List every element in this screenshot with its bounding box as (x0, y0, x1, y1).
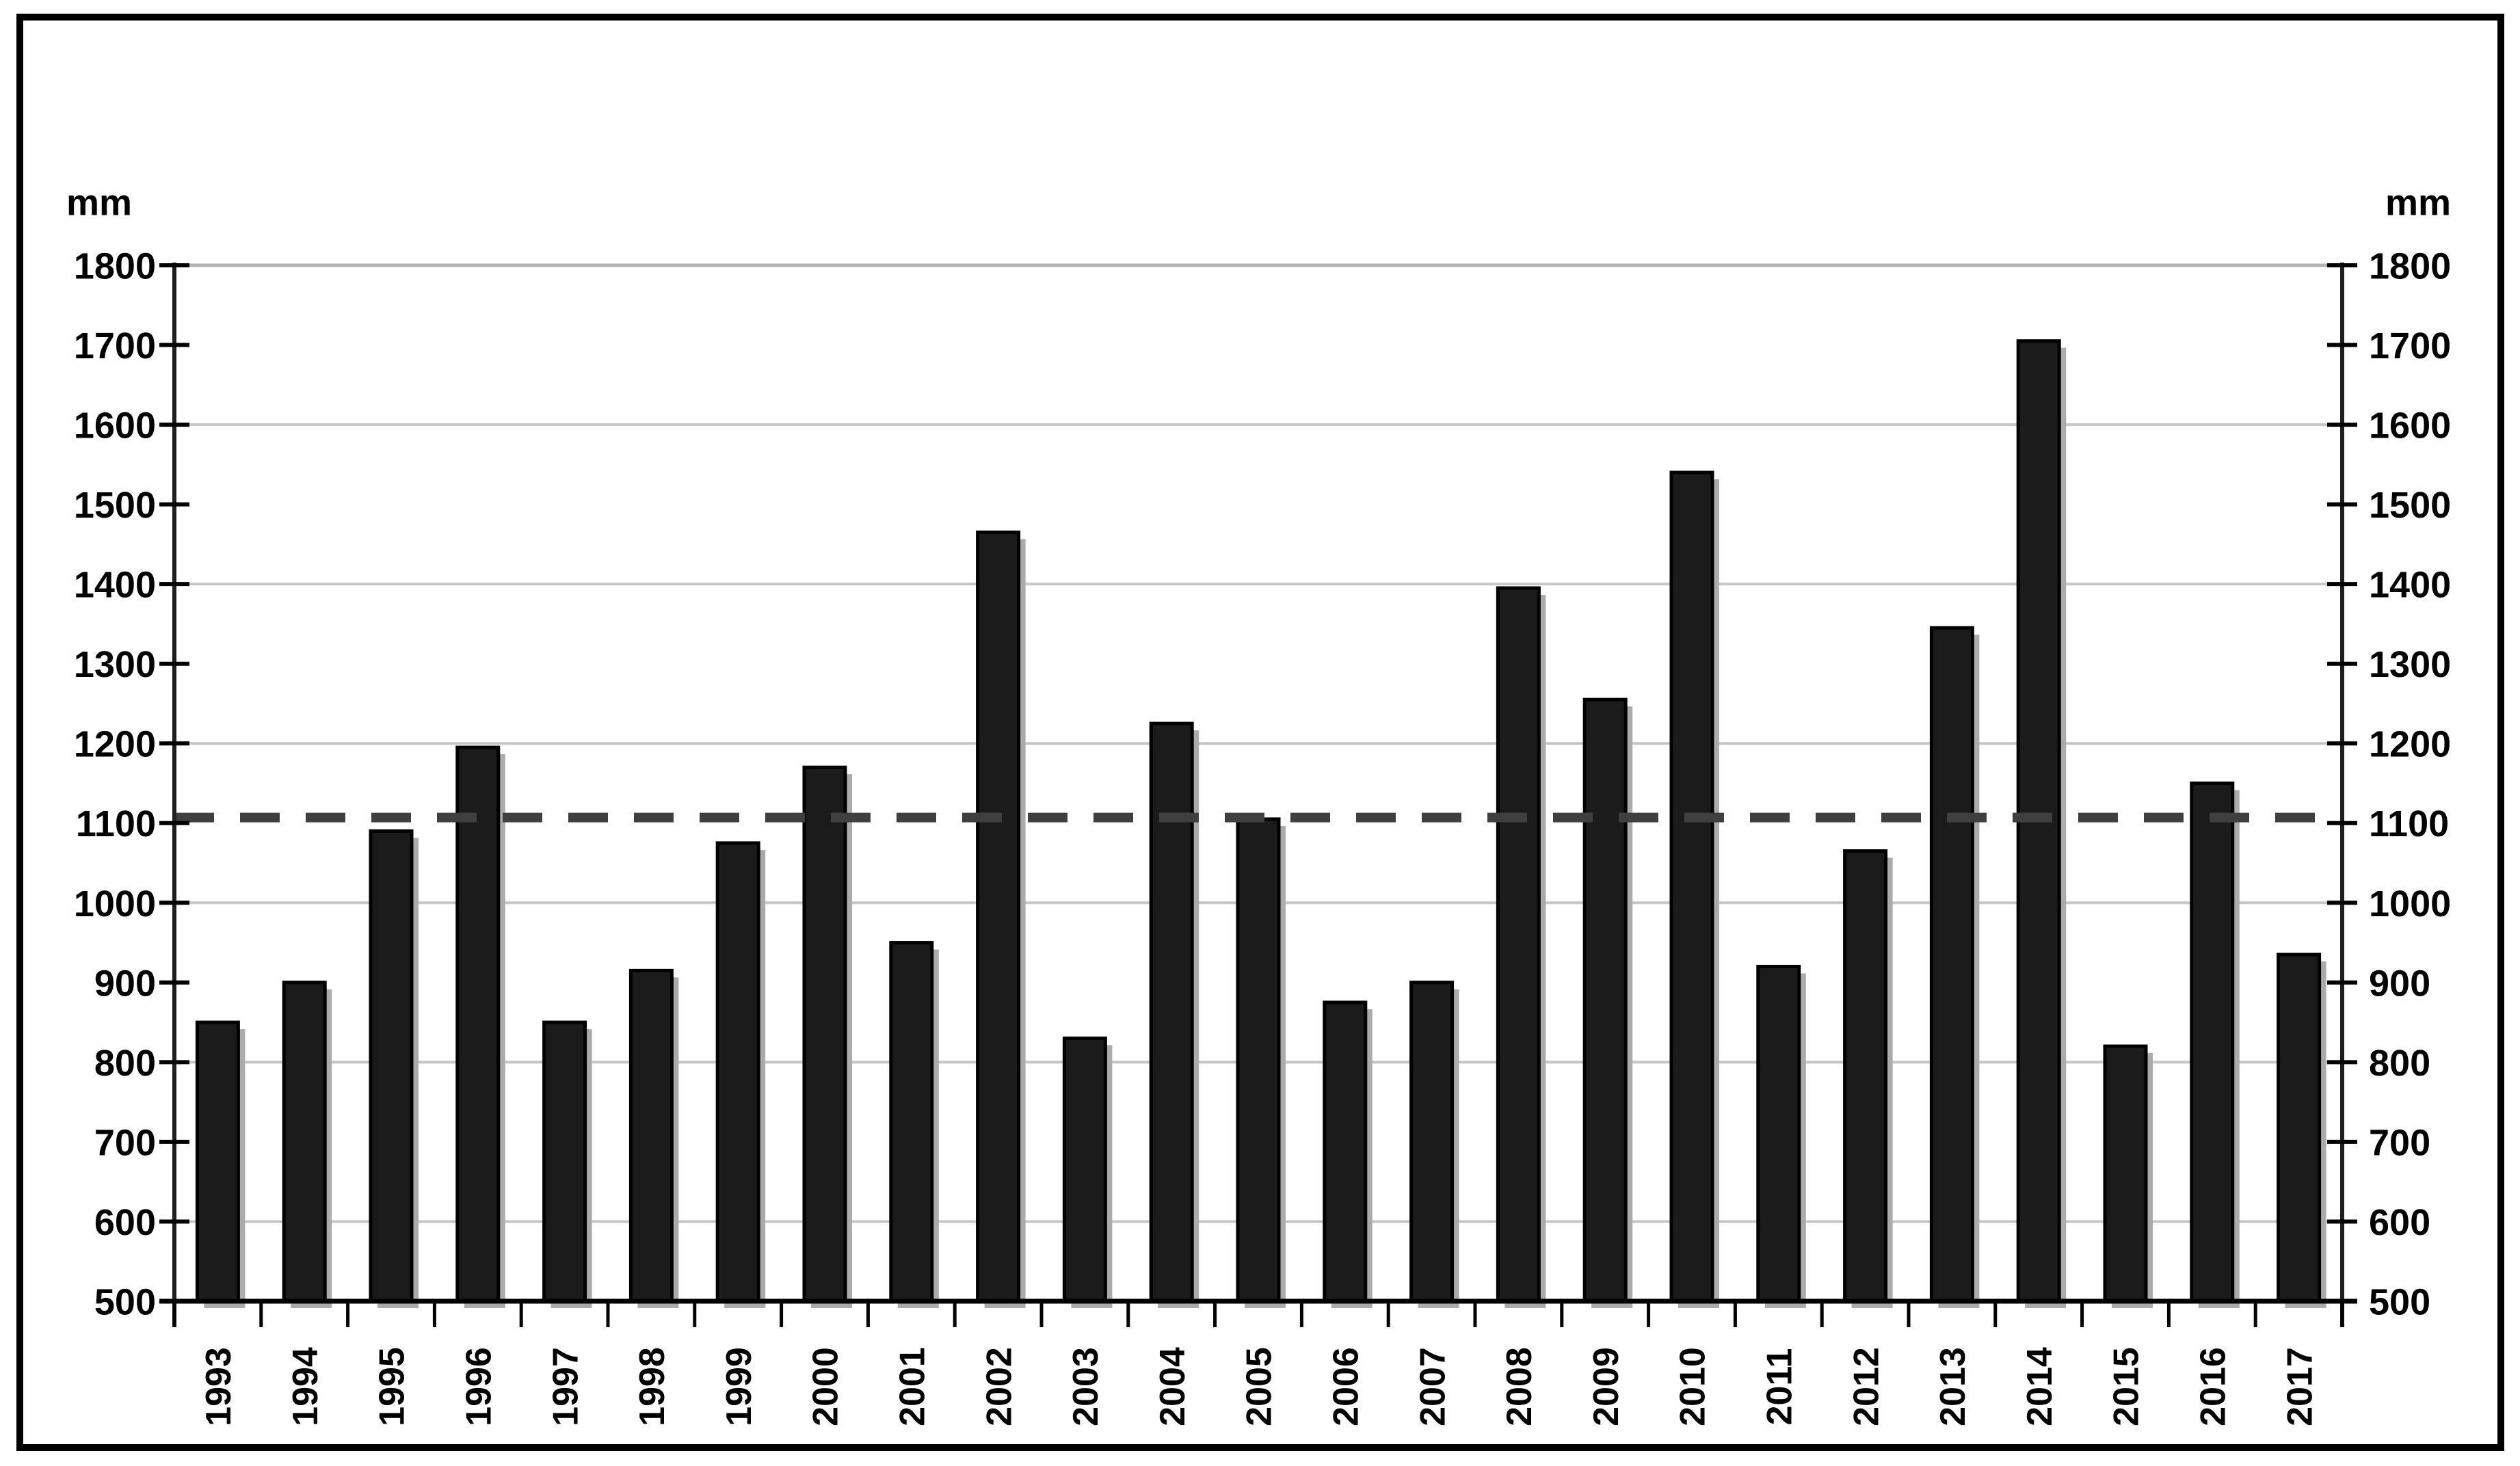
year-label-2007: 2007 (1413, 1347, 1453, 1426)
year-label-2013: 2013 (1933, 1347, 1973, 1426)
y-tick-label-left-600: 600 (94, 1202, 156, 1243)
bar-1998 (628, 968, 674, 1303)
y-tick-label-right-1400: 1400 (2369, 565, 2451, 606)
y-tick-label-left-1600: 1600 (74, 405, 156, 447)
year-label-2010: 2010 (1673, 1347, 1713, 1426)
bar-1999 (715, 841, 760, 1303)
bar-2011 (1756, 965, 1801, 1303)
unit-label-right: mm (2385, 182, 2451, 223)
figure-border (16, 14, 2504, 1451)
y-tick-label-right-1100: 1100 (2369, 803, 2449, 844)
bar-1995 (369, 829, 414, 1303)
bar-2005 (1236, 817, 1281, 1303)
y-tick-label-left-1100: 1100 (76, 803, 156, 844)
bar-2013 (1929, 626, 1974, 1303)
y-tick-label-left-700: 700 (94, 1122, 156, 1163)
bar-2006 (1323, 1000, 1368, 1303)
year-label-2008: 2008 (1500, 1347, 1539, 1426)
y-tick-label-right-1200: 1200 (2369, 724, 2451, 765)
y-tick-label-right-1000: 1000 (2369, 883, 2451, 924)
bar-2009 (1582, 697, 1628, 1303)
year-label-2015: 2015 (2107, 1347, 2147, 1426)
year-label-1998: 1998 (633, 1347, 672, 1426)
year-label-2017: 2017 (2280, 1347, 2320, 1426)
year-label-2000: 2000 (806, 1347, 846, 1426)
bar-1994 (282, 981, 327, 1303)
y-tick-label-right-700: 700 (2369, 1122, 2430, 1163)
year-label-2014: 2014 (2020, 1347, 2060, 1426)
year-label-1994: 1994 (286, 1347, 326, 1426)
year-label-1999: 1999 (719, 1347, 759, 1426)
year-label-1993: 1993 (199, 1347, 239, 1426)
bar-2012 (1843, 849, 1888, 1303)
y-tick-label-left-1800: 1800 (74, 245, 156, 286)
year-label-2005: 2005 (1240, 1347, 1279, 1426)
year-label-2011: 2011 (1760, 1348, 1800, 1426)
y-tick-label-right-500: 500 (2369, 1281, 2430, 1322)
y-tick-label-right-600: 600 (2369, 1202, 2430, 1243)
year-label-2004: 2004 (1153, 1347, 1193, 1426)
year-label-1997: 1997 (546, 1347, 585, 1426)
year-label-2001: 2001 (893, 1347, 933, 1426)
y-tick-label-right-1700: 1700 (2369, 325, 2451, 366)
y-tick-label-left-800: 800 (94, 1043, 156, 1084)
y-tick-label-left-1200: 1200 (74, 724, 156, 765)
bar-2008 (1496, 586, 1541, 1303)
y-tick-label-left-500: 500 (94, 1281, 156, 1322)
y-tick-label-left-900: 900 (94, 963, 156, 1004)
y-tick-label-right-1600: 1600 (2369, 405, 2451, 447)
bar-2002 (976, 530, 1021, 1303)
y-tick-label-left-1700: 1700 (74, 325, 156, 366)
y-tick-label-left-1400: 1400 (74, 565, 156, 606)
y-tick-label-left-1000: 1000 (74, 883, 156, 924)
year-label-1996: 1996 (460, 1347, 499, 1426)
year-label-1995: 1995 (373, 1347, 412, 1426)
bar-2007 (1409, 981, 1455, 1303)
y-tick-label-right-1800: 1800 (2369, 245, 2451, 286)
y-tick-label-left-1500: 1500 (74, 485, 156, 526)
bar-2010 (1669, 470, 1714, 1303)
bar-1996 (455, 745, 501, 1303)
y-tick-label-left-1300: 1300 (74, 644, 156, 685)
year-label-2003: 2003 (1066, 1347, 1106, 1426)
year-label-2006: 2006 (1327, 1347, 1366, 1426)
unit-label-left: mm (66, 182, 132, 223)
bar-1993 (195, 1020, 240, 1303)
y-tick-label-right-1500: 1500 (2369, 485, 2451, 526)
bar-2017 (2277, 952, 2322, 1303)
bar-1997 (542, 1020, 587, 1303)
bar-2000 (802, 765, 847, 1303)
y-tick-label-right-800: 800 (2369, 1043, 2430, 1084)
year-label-2002: 2002 (979, 1347, 1019, 1426)
year-label-2009: 2009 (1587, 1347, 1626, 1426)
bar-2003 (1062, 1036, 1107, 1303)
bar-2015 (2103, 1044, 2148, 1303)
bar-2001 (889, 941, 934, 1303)
y-tick-label-right-1300: 1300 (2369, 644, 2451, 685)
year-label-2012: 2012 (1846, 1347, 1886, 1426)
bar-2004 (1149, 721, 1194, 1303)
y-tick-label-right-900: 900 (2369, 963, 2430, 1004)
bar-2016 (2190, 782, 2235, 1303)
year-label-2016: 2016 (2194, 1347, 2233, 1426)
